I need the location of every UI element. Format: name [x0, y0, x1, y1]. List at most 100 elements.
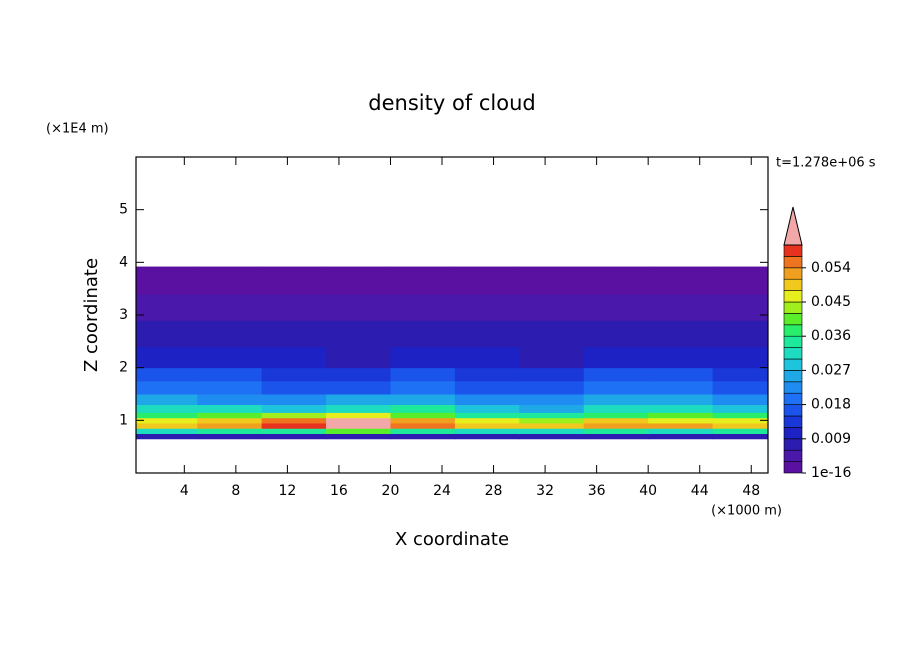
contour-cell [261, 433, 327, 440]
contour-cell [136, 433, 198, 440]
colorbar-box [783, 313, 803, 326]
colorbar-box [783, 335, 803, 348]
contour-cell [519, 394, 585, 406]
y-tick-label: 5 [119, 202, 128, 218]
contour-cell [712, 404, 769, 413]
contour-cell [583, 404, 649, 413]
contour-cell [261, 380, 327, 395]
y-tick-label: 4 [119, 254, 128, 270]
contour-cell [136, 367, 198, 382]
contour-cell [197, 266, 263, 295]
contour-cell [261, 422, 327, 429]
contour-cell [136, 394, 198, 406]
contour-cell [454, 380, 520, 395]
contour-cell [326, 433, 391, 440]
contour-cell [136, 320, 198, 348]
contour-cell [261, 367, 327, 382]
contour-cell [648, 266, 714, 295]
contour-cell [519, 367, 585, 382]
contour-cell [648, 320, 714, 348]
contour-cell [390, 412, 456, 419]
contour-cell [583, 394, 649, 406]
contour-cell [583, 266, 649, 295]
colorbar-box [783, 301, 803, 314]
contour-cell [326, 367, 391, 382]
contour-cell [648, 428, 714, 434]
contour-cell [454, 422, 520, 429]
contour-cell [390, 422, 456, 429]
x-tick-label: 36 [588, 483, 606, 499]
colorbar-label: 0.009 [811, 431, 851, 447]
x-tick-label: 44 [691, 483, 709, 499]
contour-cell [390, 394, 456, 406]
y-tick-label: 3 [119, 307, 128, 323]
contour-cell [326, 380, 391, 395]
chart-title: density of cloud [368, 91, 535, 115]
contour-cell [326, 320, 391, 348]
contour-cell [519, 346, 585, 369]
contour-cell [648, 346, 714, 369]
colorbar-box [783, 324, 803, 337]
contour-cell [136, 422, 198, 429]
x-tick-label: 4 [180, 483, 189, 499]
contour-cell [519, 266, 585, 295]
contour-cell [519, 320, 585, 348]
colorbar-box [783, 267, 803, 280]
contour-cell [197, 293, 263, 321]
contour-cell [197, 428, 263, 434]
colorbar-box [783, 256, 803, 269]
contour-cell [261, 412, 327, 419]
colorbar-label: 1e-16 [811, 465, 851, 481]
colorbar-box [783, 370, 803, 383]
contour-cell [454, 346, 520, 369]
contour-cell [583, 320, 649, 348]
contour-cell [390, 428, 456, 434]
contour-cell [519, 380, 585, 395]
contour-cell [326, 394, 391, 406]
contour-cell [326, 266, 391, 295]
colorbar-label: 0.018 [811, 397, 851, 413]
colorbar-box [783, 244, 803, 257]
contour-cell [648, 293, 714, 321]
x-tick-label: 28 [485, 483, 503, 499]
contour-cell [390, 433, 456, 440]
contour-cell [648, 394, 714, 406]
contour-cell [390, 346, 456, 369]
contour-cell [390, 367, 456, 382]
x-tick-label: 48 [742, 483, 760, 499]
contour-cell [519, 404, 585, 413]
contour-cell [326, 412, 391, 419]
contour-cell [583, 367, 649, 382]
contour-cell [454, 417, 520, 424]
contour-cell [454, 404, 520, 413]
contour-cell [197, 380, 263, 395]
contour-cell [712, 417, 769, 424]
contour-cell [583, 422, 649, 429]
contour-cell [583, 428, 649, 434]
colorbar-label: 0.027 [811, 362, 851, 378]
contour-cell [136, 417, 198, 424]
contour-cell [519, 412, 585, 419]
contour-cell [648, 417, 714, 424]
contour-cell [326, 417, 391, 424]
x-tick-label: 24 [433, 483, 451, 499]
colorbar-box [783, 449, 803, 462]
x-tick-label: 40 [639, 483, 657, 499]
contour-cell [519, 433, 585, 440]
contour-cell [712, 428, 769, 434]
contour-cell [712, 266, 769, 295]
x-tick-label: 16 [330, 483, 348, 499]
contour-cell [648, 422, 714, 429]
contour-cell [519, 428, 585, 434]
contour-cell [136, 412, 198, 419]
contour-cell [326, 428, 391, 434]
contour-cell [712, 346, 769, 369]
colorbar-box [783, 278, 803, 291]
colorbar-box [783, 404, 803, 417]
x-tick-label: 20 [382, 483, 400, 499]
contour-cell [583, 412, 649, 419]
contour-cell [326, 404, 391, 413]
colorbar-box [783, 392, 803, 405]
contour-cell [712, 380, 769, 395]
